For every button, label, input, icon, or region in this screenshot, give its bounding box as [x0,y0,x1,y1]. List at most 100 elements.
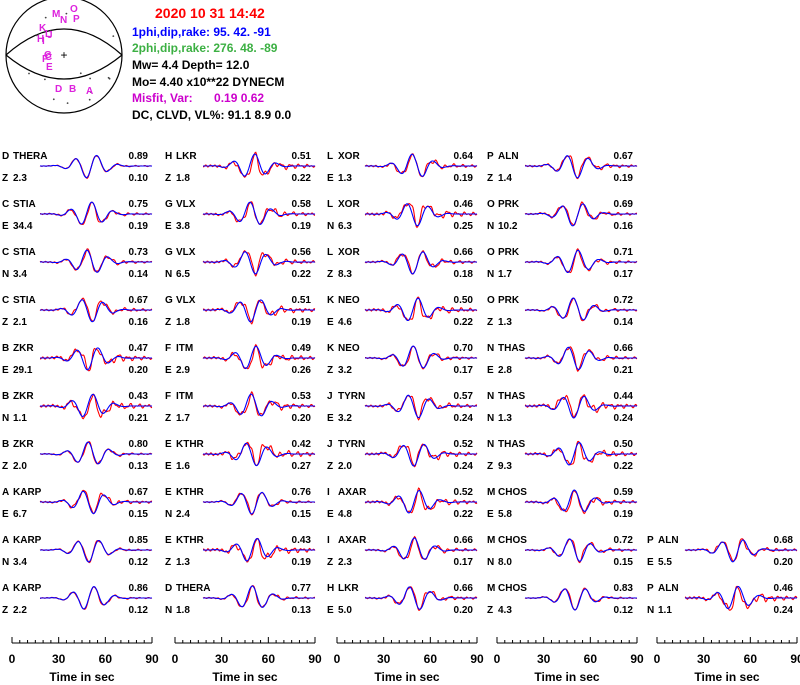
trace-variance-reduction: 0.67 [129,487,149,498]
axis-label: Time in sec [49,670,114,684]
trace-component: E [165,461,172,472]
trace-amplitude: 0.14 [129,269,149,280]
polarity-dot [28,72,30,75]
trace-component: E [327,413,334,424]
beachball-station-I: I [42,36,45,47]
synthetic-waveform [203,299,315,323]
magnitude-depth: Mw= 4.4 Depth= 12.0 [132,58,250,72]
synthetic-waveform [525,297,638,321]
beachball-station-J: J [47,30,53,41]
trace-panel: N THAS 0.44 N 1.3 0.24 [487,391,638,424]
trace-amplitude: 0.20 [454,605,474,616]
trace-amplitude: 0.19 [292,317,312,328]
trace-distance: 2.2 [13,605,27,616]
trace-component: Z [487,605,493,616]
trace-variance-reduction: 0.49 [292,343,312,354]
trace-variance-reduction: 0.69 [614,199,634,210]
trace-station-name: NEO [338,295,360,306]
synthetic-waveform [203,345,315,370]
trace-station-id: B [2,439,9,450]
time-axis: 0 30 60 90 Time in sec [172,637,322,684]
trace-amplitude: 0.12 [614,605,634,616]
tick-label: 30 [215,652,229,666]
trace-amplitude: 0.21 [614,365,634,376]
tick-label: 60 [744,652,758,666]
beachball-station-F: F [42,54,48,65]
trace-station-id: D [165,583,172,594]
synthetic-waveform [203,393,315,417]
trace-amplitude: 0.12 [129,557,149,568]
synthetic-waveform [40,347,152,371]
trace-distance: 1.1 [13,413,27,424]
trace-station-name: LKR [176,151,197,162]
trace-component: N [2,557,9,568]
trace-variance-reduction: 0.58 [292,199,312,210]
trace-station-id: K [327,295,335,306]
trace-station-name: THERA [13,151,47,162]
trace-panel: F ITM 0.49 E 2.9 0.26 [165,343,316,376]
trace-station-name: AXAR [338,535,367,546]
tick-label: 30 [697,652,711,666]
observed-waveform [684,585,798,611]
trace-panel: O PRK 0.69 N 10.2 0.16 [487,199,638,232]
plane1-label: 1phi,dip,rake: [132,25,211,39]
synthetic-waveform [524,155,637,179]
observed-waveform [524,394,638,419]
synthetic-waveform [365,297,477,322]
synthetic-waveform [524,249,637,273]
trace-panel: E KTHR 0.42 E 1.6 0.27 [165,439,316,472]
trace-distance: 2.1 [13,317,27,328]
observed-waveform [364,296,478,322]
trace-component: E [2,221,9,232]
trace-station-id: A [2,583,9,594]
trace-variance-reduction: 0.70 [454,343,474,354]
beachball-station-O: O [70,4,78,15]
trace-component: N [327,221,334,232]
synthetic-waveform [525,395,637,419]
trace-panel: B ZKR 0.47 E 29.1 0.20 [2,343,153,376]
trace-distance: 1.8 [176,173,190,184]
synthetic-waveform [40,586,152,610]
trace-station-id: L [327,247,333,258]
trace-amplitude: 0.15 [129,509,149,520]
beachball-station-G: G [44,50,52,61]
tick-label: 0 [494,652,501,666]
trace-station-id: G [165,247,173,258]
trace-panel: A KARP 0.85 N 3.4 0.12 [2,535,153,568]
trace-variance-reduction: 0.67 [129,295,149,306]
polarity-dot [35,34,38,37]
trace-panel: N THAS 0.66 E 2.8 0.21 [487,343,638,376]
trace-station-name: KTHR [176,439,205,450]
time-axes: 0 30 60 90 Time in sec 0 30 60 90 Time in sec 0 30 6… [9,637,800,684]
synthetic-waveform [364,489,478,514]
synthetic-waveform [365,153,477,177]
trace-station-id: A [2,487,9,498]
synthetic-waveform [40,201,152,225]
trace-station-name: CHOS [498,583,527,594]
trace-amplitude: 0.13 [129,461,149,472]
synthetic-waveform [40,154,152,179]
axis-label: Time in sec [694,670,759,684]
trace-variance-reduction: 0.89 [129,151,149,162]
trace-variance-reduction: 0.66 [454,535,474,546]
trace-component: E [487,509,494,520]
trace-amplitude: 0.22 [292,269,312,280]
trace-component: Z [487,317,493,328]
trace-amplitude: 0.20 [292,413,312,424]
trace-panel: P ALN 0.46 N 1.1 0.24 [647,583,798,616]
trace-variance-reduction: 0.72 [614,535,634,546]
trace-distance: 2.3 [338,557,352,568]
trace-station-id: O [487,199,495,210]
trace-variance-reduction: 0.47 [129,343,149,354]
trace-distance: 4.6 [338,317,352,328]
synthetic-waveform [203,153,315,177]
trace-variance-reduction: 0.66 [454,583,474,594]
plane1-values: 95. 42. -91 [213,25,271,39]
tick-label: 90 [790,652,800,666]
trace-amplitude: 0.25 [454,221,474,232]
trace-amplitude: 0.14 [614,317,634,328]
axis-label: Time in sec [374,670,439,684]
trace-panel: F ITM 0.53 Z 1.7 0.20 [165,390,316,424]
trace-variance-reduction: 0.68 [774,535,794,546]
